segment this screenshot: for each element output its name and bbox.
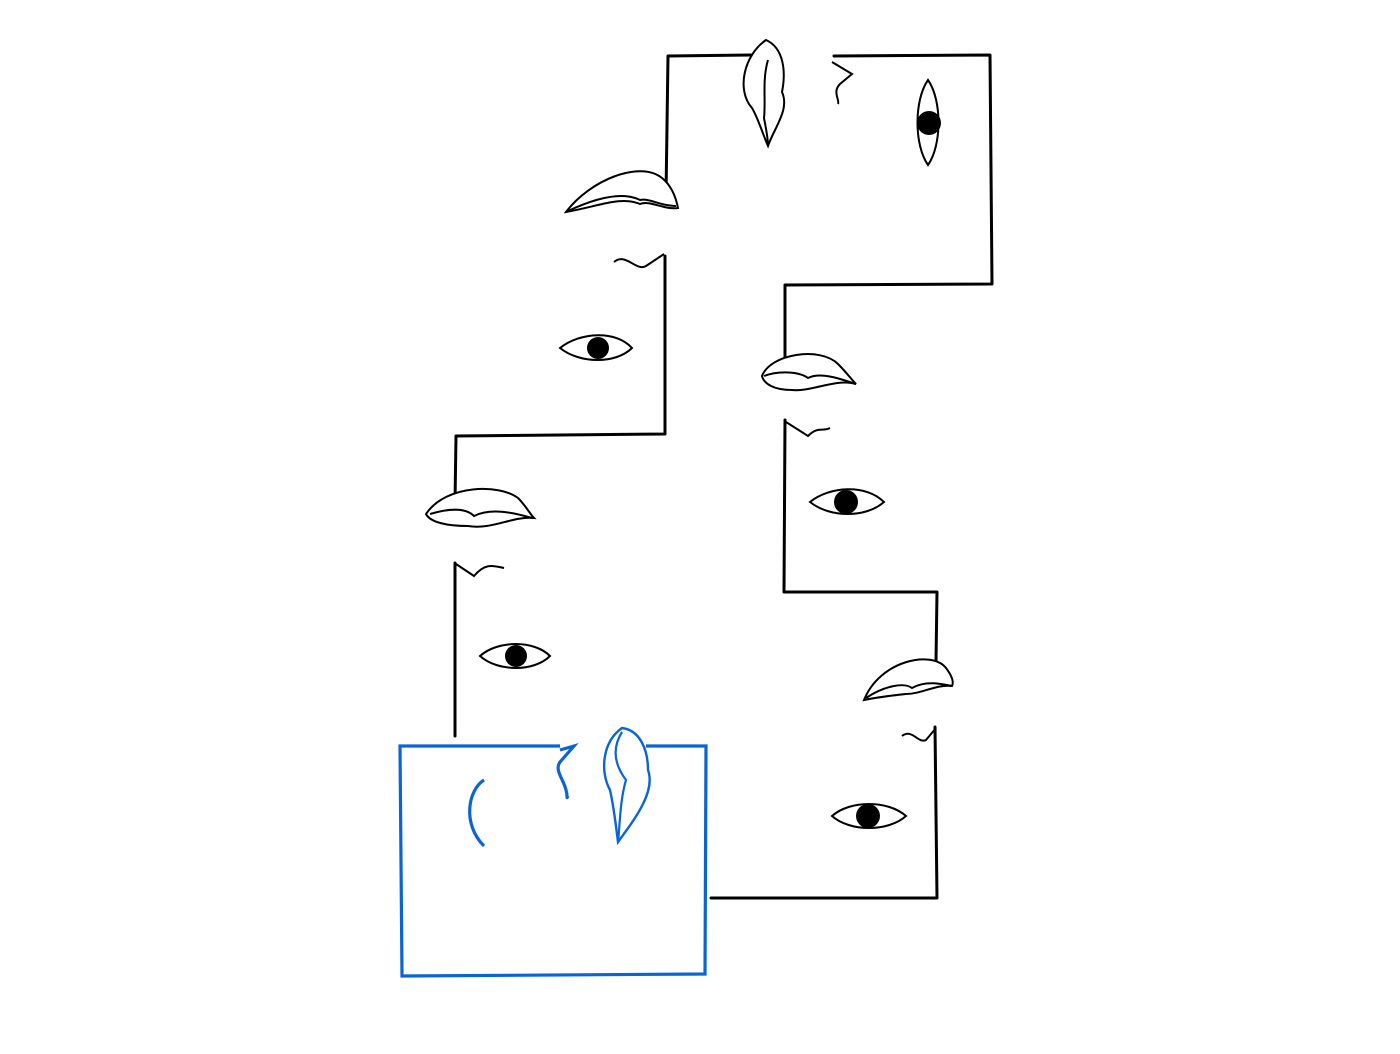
lips-parting-line xyxy=(567,194,677,212)
lips xyxy=(563,170,680,214)
eye-icon xyxy=(830,803,908,829)
face-3 xyxy=(760,353,886,515)
nose-line xyxy=(785,421,831,438)
ear-line xyxy=(468,778,486,848)
outline-top-left xyxy=(664,53,753,198)
nose-line xyxy=(613,253,665,269)
lips-parting-line xyxy=(865,682,953,699)
eye-icon xyxy=(808,488,886,515)
lips xyxy=(424,488,537,528)
outline-right-middle xyxy=(782,418,939,664)
lips-parting-line xyxy=(762,59,769,147)
face-4 xyxy=(424,488,552,669)
outline-right-lower xyxy=(709,725,939,900)
outline-top-right xyxy=(783,53,994,359)
nose-line xyxy=(455,563,505,578)
eye-icon xyxy=(558,334,634,361)
face-5 xyxy=(830,658,954,829)
face-highlighted xyxy=(398,726,708,978)
eye-icon xyxy=(916,78,941,167)
lips xyxy=(862,658,954,702)
face-2 xyxy=(558,170,680,361)
lips-parting-line xyxy=(429,508,533,519)
lips-parting-line xyxy=(763,371,857,385)
nose-line xyxy=(556,742,579,800)
lips-vertical xyxy=(603,726,651,846)
nose-line xyxy=(831,61,854,105)
eye-icon xyxy=(478,643,552,669)
outline-group xyxy=(453,53,994,900)
lips-parting-line xyxy=(614,731,628,843)
nose-line xyxy=(901,727,937,742)
outline-left-upper xyxy=(453,254,667,505)
face-1 xyxy=(742,38,941,167)
highlight-outline xyxy=(398,744,708,978)
